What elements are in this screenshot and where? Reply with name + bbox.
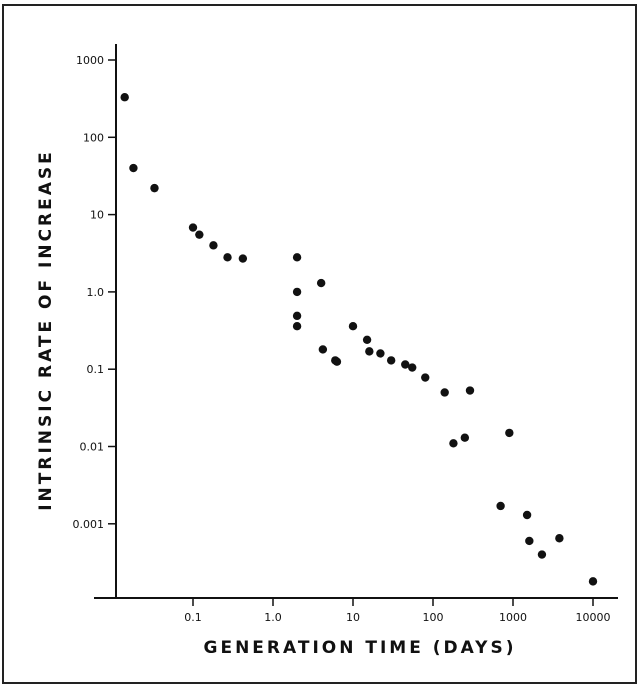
y-tick-label: 100 (83, 131, 104, 144)
data-point (332, 357, 342, 366)
y-axis-ticks: 1000 100 10 1.0 0.1 0.01 0.001 (73, 54, 116, 531)
data-point (362, 335, 372, 345)
data-point (421, 373, 430, 382)
chart-axes (94, 44, 618, 599)
data-point (292, 311, 302, 321)
y-tick-label: 0.01 (80, 441, 105, 454)
figure-frame (2, 4, 637, 684)
y-tick-label: 1.0 (87, 286, 105, 299)
data-point (408, 363, 417, 372)
data-point (555, 534, 564, 543)
y-tick-label: 0.1 (87, 363, 105, 376)
data-point (496, 501, 505, 511)
x-axis-title: GENERATION TIME (DAYS) (204, 638, 517, 658)
data-point (348, 321, 358, 331)
y-axis-title: INTRINSIC RATE OF INCREASE (36, 149, 56, 511)
data-point (386, 356, 396, 365)
data-point (292, 321, 302, 331)
x-axis-ticks: 0.1 1.0 10 100 1000 10000 (184, 598, 611, 624)
x-tick-label: 1000 (499, 611, 527, 624)
data-point (150, 183, 159, 193)
y-tick-label: 1000 (76, 54, 104, 67)
data-point (449, 439, 458, 448)
x-tick-label: 1.0 (264, 611, 282, 624)
data-point (440, 388, 449, 397)
data-point (465, 386, 475, 395)
y-tick-label: 0.001 (73, 518, 105, 531)
data-point (223, 253, 232, 262)
data-point (292, 287, 302, 297)
data-point (209, 241, 218, 250)
data-point (401, 360, 410, 369)
data-point (238, 254, 248, 263)
data-point (120, 93, 129, 102)
data-point (129, 163, 138, 173)
data-point (188, 223, 198, 232)
data-point (525, 536, 534, 546)
x-tick-label: 10 (346, 611, 360, 624)
data-point (365, 347, 374, 356)
data-point (460, 433, 470, 442)
data-point (505, 428, 514, 438)
data-point (522, 510, 532, 520)
data-point (537, 550, 547, 559)
data-point (318, 345, 328, 354)
data-points (120, 93, 598, 586)
y-tick-label: 10 (90, 209, 104, 222)
x-tick-label: 10000 (576, 611, 611, 624)
data-point (316, 278, 326, 288)
data-point (376, 349, 385, 358)
data-point (588, 577, 598, 586)
x-tick-label: 100 (423, 611, 444, 624)
data-point (292, 253, 302, 262)
data-point (195, 230, 204, 239)
x-tick-label: 0.1 (184, 611, 202, 624)
